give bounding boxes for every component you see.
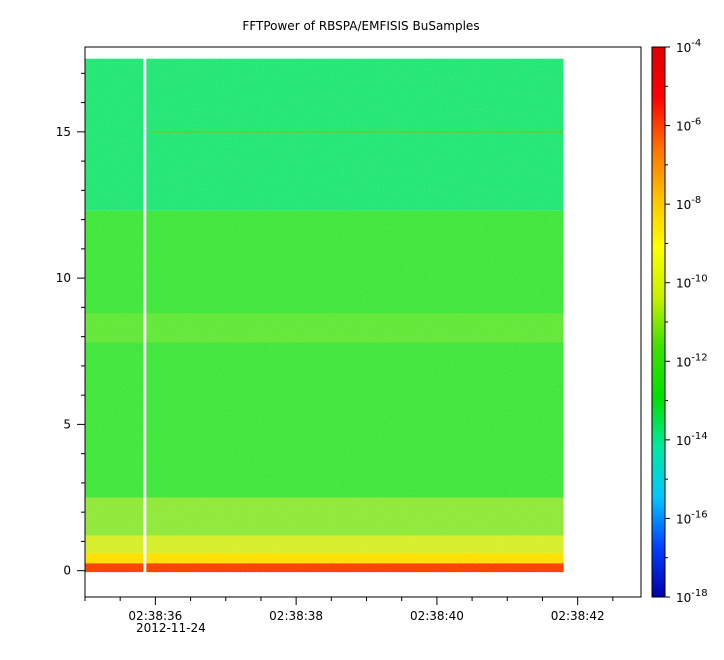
colorbar-tick-exponent: -16	[691, 509, 707, 520]
x-tick-label: 02:38:38	[269, 609, 323, 623]
y-tick-label: 0	[63, 564, 71, 578]
colorbar-tick-base: 10	[676, 434, 691, 448]
colorbar-tick-label: 10-14	[676, 431, 708, 448]
spectrogram-data-gap	[143, 57, 147, 574]
x-axis: 02:38:36 02:38:38 02:38:40 02:38:42	[84, 597, 614, 623]
colorbar-tick-exponent: -6	[691, 117, 701, 128]
colorbar-tick-base: 10	[676, 120, 691, 134]
colorbar-tick-base: 10	[676, 198, 691, 212]
colorbar-tick-label: 10-18	[676, 588, 708, 605]
colorbar-tick-label: 10-12	[676, 352, 708, 369]
plot-frame	[84, 46, 642, 598]
colorbar-tick-base: 10	[676, 355, 691, 369]
colorbar-tick-exponent: -4	[691, 38, 701, 49]
spectrogram-wave-band	[85, 313, 564, 343]
y-axis: 0 5 10 15	[56, 72, 85, 578]
x-axis-date-label: 2012-11-24	[136, 621, 206, 635]
colorbar-tick-exponent: -8	[691, 195, 701, 206]
x-tick-label: 02:38:40	[410, 609, 464, 623]
colorbar-tick-label: 10-10	[676, 274, 708, 291]
colorbar-tick-base: 10	[676, 512, 691, 526]
colorbar-tick-exponent: -12	[691, 352, 707, 363]
colorbar-tick-exponent: -18	[691, 588, 707, 599]
x-tick-label: 02:38:36	[128, 609, 182, 623]
colorbar-tick-base: 10	[676, 591, 691, 605]
plot-area	[84, 46, 642, 598]
spectrogram-noise	[85, 58, 564, 573]
y-tick-label: 10	[56, 271, 71, 285]
y-tick-label: 15	[56, 125, 71, 139]
colorbar-tick-label: 10-4	[676, 38, 701, 55]
colorbar-tick-base: 10	[676, 277, 691, 291]
x-tick-label: 02:38:42	[551, 609, 605, 623]
colorbar-tick-base: 10	[676, 41, 691, 55]
colorbar-tick-exponent: -14	[691, 431, 707, 442]
colorbar-tick-label: 10-6	[676, 117, 701, 134]
y-tick-label: 5	[63, 417, 71, 431]
chart-title: FFTPower of RBSPA/EMFISIS BuSamples	[242, 19, 479, 33]
colorbar-tick-exponent: -10	[691, 274, 707, 285]
colorbar-tick-label: 10-8	[676, 195, 701, 212]
colorbar-bar	[651, 46, 666, 598]
colorbar-tick-label: 10-16	[676, 509, 708, 526]
